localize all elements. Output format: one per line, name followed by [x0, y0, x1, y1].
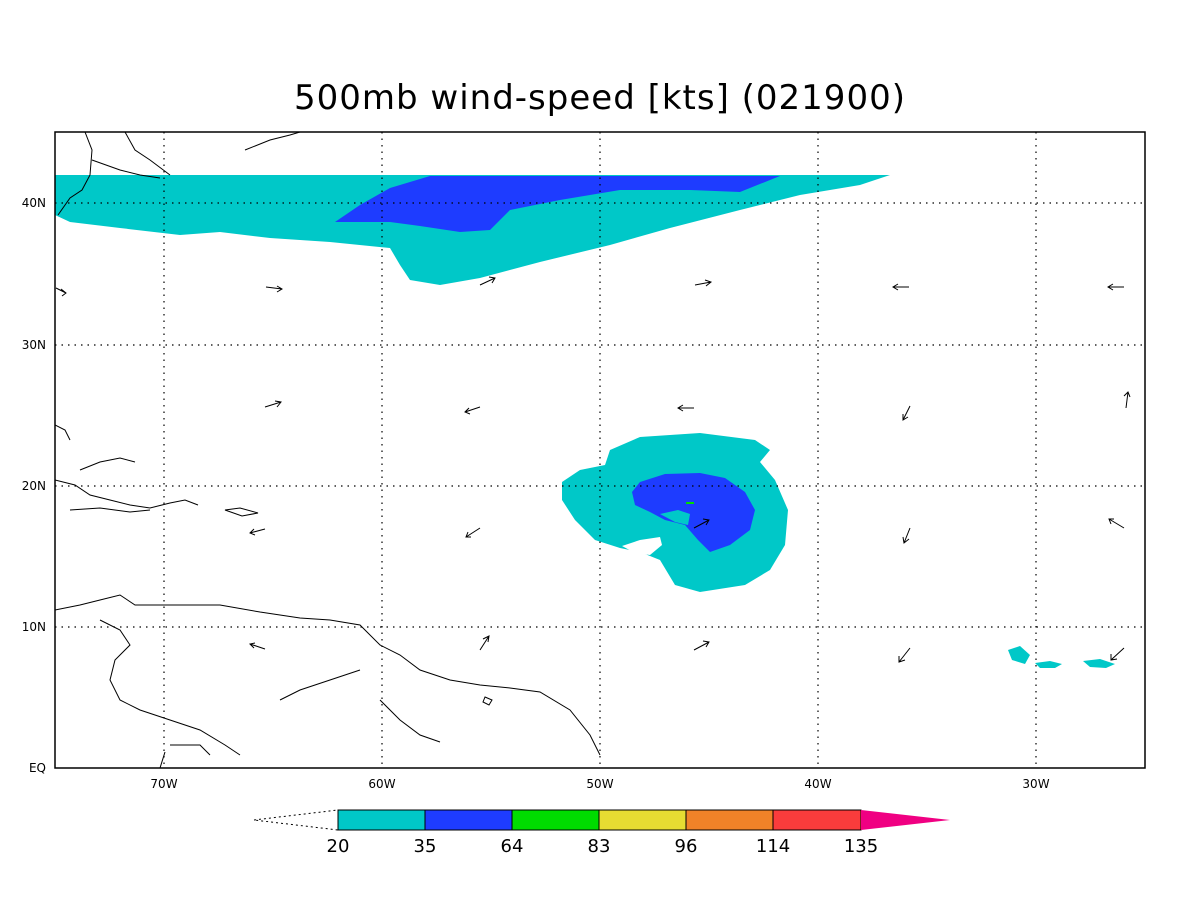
colorbar-swatch-20-35	[337, 809, 426, 831]
wind-arrow	[479, 635, 490, 651]
plot-frame	[54, 131, 1146, 769]
wind-arrow	[902, 405, 911, 421]
colorbar-label: 35	[414, 836, 437, 857]
colorbar-below-min	[253, 809, 339, 831]
colorbar-label: 64	[501, 836, 524, 857]
wind-arrow	[248, 642, 266, 650]
colorbar: 20 35 64 83 96 114 135	[253, 809, 950, 857]
colorbar-label: 114	[756, 836, 790, 857]
x-tick-label: 30W	[1022, 777, 1049, 791]
wind-arrow	[902, 527, 911, 544]
wind-band-20-35-storm-notch	[660, 510, 690, 525]
wind-band-20-35-capeverde-2	[1035, 661, 1062, 668]
colorbar-label: 96	[675, 836, 698, 857]
wind-arrow	[1123, 391, 1131, 409]
wind-band-20-35-capeverde-1	[1008, 646, 1030, 664]
y-tick-label: EQ	[29, 761, 46, 775]
y-tick-label: 20N	[22, 479, 46, 493]
map-title: 500mb wind-speed [kts] (021900)	[294, 78, 906, 118]
x-tick-label: 50W	[586, 777, 613, 791]
wind-arrow	[249, 528, 266, 536]
wind-band-20-35-capeverde-3	[1083, 659, 1115, 668]
wind-arrow	[898, 647, 911, 663]
wind-arrow	[677, 404, 694, 412]
x-tick-label: 70W	[150, 777, 177, 791]
y-axis: EQ 10N 20N 30N 40N	[22, 196, 46, 775]
colorbar-above-max	[861, 810, 950, 830]
wind-arrow	[265, 285, 283, 293]
colorbar-label: 83	[588, 836, 611, 857]
wind-arrow	[1110, 647, 1125, 661]
colorbar-swatch-96-114	[685, 809, 774, 831]
y-tick-label: 10N	[22, 620, 46, 634]
wind-arrow	[1107, 283, 1124, 291]
colorbar-swatch-83-96	[598, 809, 687, 831]
wind-arrow	[465, 527, 481, 538]
x-axis: 70W 60W 50W 40W 30W	[150, 777, 1049, 791]
wind-arrow	[892, 283, 909, 291]
colorbar-label: 20	[327, 836, 350, 857]
y-tick-label: 30N	[22, 338, 46, 352]
x-tick-label: 40W	[804, 777, 831, 791]
wind-arrow	[264, 400, 282, 408]
colorbar-label: 135	[844, 836, 878, 857]
plot-area	[55, 132, 1145, 768]
wind-vectors	[55, 276, 1131, 663]
wind-band-35-64-north	[335, 176, 780, 232]
wind-arrow	[479, 276, 496, 286]
y-tick-label: 40N	[22, 196, 46, 210]
wind-arrow	[55, 287, 67, 297]
coastlines	[55, 132, 601, 768]
wind-band-35-64-storm	[632, 473, 755, 552]
wind-arrow	[1108, 518, 1125, 529]
colorbar-swatch-64-83	[511, 809, 600, 831]
gap-cutout	[622, 537, 662, 555]
wind-arrow	[693, 518, 710, 529]
wind-arrow	[694, 279, 713, 287]
wind-arrow	[464, 406, 481, 415]
x-tick-label: 60W	[368, 777, 395, 791]
colorbar-swatch-35-64	[424, 809, 513, 831]
colorbar-swatch-114-135	[772, 809, 862, 831]
wind-arrow	[693, 640, 710, 651]
